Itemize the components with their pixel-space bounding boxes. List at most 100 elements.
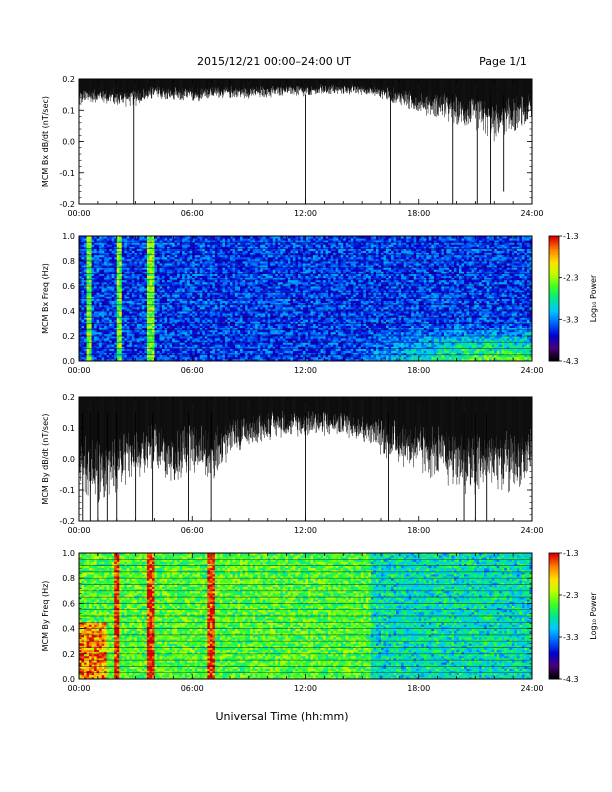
spectrogram-cell (86, 308, 90, 312)
spectrogram-cell (119, 279, 123, 283)
spectrogram-cell (86, 323, 90, 326)
spectrogram-cell (129, 244, 133, 247)
spectrogram-cell (134, 283, 138, 287)
spectrogram-cell (96, 252, 100, 256)
spectrogram-cell (116, 296, 120, 299)
spectrogram-cell (91, 265, 95, 268)
spectrogram-cell (91, 254, 95, 258)
spectrogram-cell (111, 300, 115, 304)
spectrogram-cell (106, 261, 110, 264)
spectrogram-cell (89, 290, 92, 293)
spectrogram-cell (119, 333, 123, 337)
spectrogram-cell (131, 240, 135, 243)
spectrogram-cell (101, 288, 105, 291)
spectrogram-cell (89, 358, 92, 362)
spectrogram-cell (86, 321, 90, 324)
spectrogram-cell (86, 242, 90, 245)
spectrogram-cell (119, 252, 123, 256)
spectrogram-cell (111, 338, 115, 341)
spectrogram-cell (131, 338, 135, 341)
spectrogram-cell (109, 350, 113, 354)
spectrogram-cell (84, 358, 87, 362)
spectrogram-cell (86, 238, 90, 241)
spectrogram-cell (134, 329, 138, 333)
spectrogram-cell (101, 256, 105, 260)
spectrogram-cell (94, 333, 98, 337)
spectrogram-cell (86, 298, 90, 301)
spectrogram-cell (79, 281, 82, 285)
spectrogram-cell (94, 350, 98, 354)
spectrogram-cell (116, 358, 120, 362)
spectrogram-cell (104, 252, 108, 256)
spectrogram-cell (109, 238, 113, 241)
spectrogram-cell (109, 319, 113, 322)
spectrogram-cell (129, 346, 133, 349)
spectrogram-cell (101, 313, 105, 316)
spectrogram-cell (101, 240, 105, 243)
spectrogram-cell (81, 277, 85, 281)
spectrogram-cell (94, 304, 98, 308)
spectrogram-cell (101, 350, 105, 354)
spectrogram-cell (96, 265, 100, 268)
spectrogram-cell (119, 329, 123, 333)
spectrogram-cell (86, 267, 90, 270)
spectrogram-cell (131, 273, 135, 276)
spectrogram-cell (91, 279, 95, 283)
spectrogram-cell (124, 331, 128, 335)
spectrogram-cell (96, 269, 100, 272)
spectrogram-cell (79, 346, 82, 349)
spectrogram-cell (114, 261, 118, 264)
spectrogram-cell (89, 346, 92, 349)
spectrogram-cell (129, 300, 133, 304)
spectrogram-cell (126, 300, 130, 304)
spectrogram-cell (104, 304, 108, 308)
spectrogram-cell (81, 304, 85, 308)
spectrogram-cell (116, 254, 120, 258)
spectrogram-cell (134, 317, 138, 320)
spectrogram-cell (119, 338, 123, 341)
spectrogram-cell (106, 313, 110, 316)
spectrogram-cell (119, 348, 123, 351)
spectrogram-cell (81, 273, 85, 276)
spectrogram-cell (99, 319, 103, 322)
spectrogram-cell (84, 269, 87, 272)
spectrogram-cell (96, 238, 100, 241)
spectrogram-cell (89, 311, 92, 314)
spectrogram-cell (96, 246, 100, 249)
spectrogram-cell (126, 246, 130, 249)
spectrogram-cell (129, 298, 133, 301)
spectrogram-cell (89, 273, 92, 276)
spectrogram-cell (126, 317, 130, 320)
spectrogram-cell (101, 333, 105, 337)
spectrogram-cell (101, 267, 105, 270)
spectrogram-cell (111, 286, 115, 289)
spectrogram-cell (129, 292, 133, 295)
spectrogram-cell (91, 271, 95, 274)
spectrogram-cell (109, 236, 113, 239)
spectrogram-cell (89, 317, 92, 320)
spectrogram-cell (124, 346, 128, 349)
spectrogram-cell (116, 294, 120, 297)
spectrogram-cell (124, 246, 128, 249)
spectrogram-cell (124, 261, 128, 264)
spectrogram-cell (101, 327, 105, 331)
spectrogram-cell (81, 279, 85, 283)
spectrogram-cell (94, 325, 98, 329)
spectrogram-cell (126, 258, 130, 262)
spectrogram-cell (104, 298, 108, 301)
spectrogram-cell (101, 298, 105, 301)
spectrogram-cell (104, 317, 108, 320)
spectrogram-cell (116, 315, 120, 318)
spectrogram-cell (109, 358, 113, 362)
spectrogram-cell (94, 311, 98, 314)
spectrogram-cell (109, 344, 113, 347)
spectrogram-cell (94, 286, 98, 289)
spectrogram-cell (119, 317, 123, 320)
spectrogram-cell (116, 292, 120, 295)
spectrogram-cell (84, 336, 87, 339)
spectrogram-cell (79, 292, 82, 295)
spectrogram-cell (129, 333, 133, 337)
spectrogram-cell (96, 346, 100, 349)
spectrogram-cell (109, 283, 113, 287)
spectrogram-cell (121, 317, 125, 320)
